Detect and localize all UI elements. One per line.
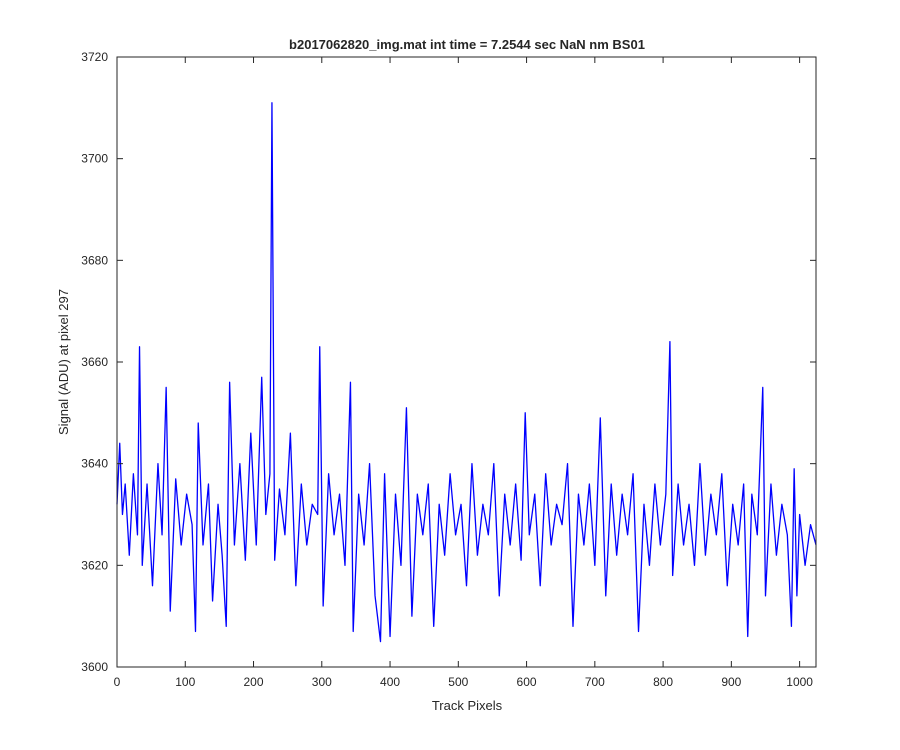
y-axis-label: Signal (ADU) at pixel 297 (56, 289, 71, 435)
x-tick-label: 300 (312, 675, 332, 689)
x-tick-label: 600 (517, 675, 537, 689)
y-tick-label: 3720 (81, 50, 108, 64)
plot-background (117, 57, 816, 667)
y-axis: 3600 3620 3640 3660 3680 3700 3720 (81, 50, 816, 674)
x-tick-label: 200 (244, 675, 264, 689)
y-tick-label: 3680 (81, 253, 108, 267)
x-axis: 0 100 200 300 400 500 600 700 800 900 1000 (114, 57, 813, 689)
y-tick-label: 3640 (81, 457, 108, 471)
y-tick-label: 3600 (81, 660, 108, 674)
x-tick-label: 100 (175, 675, 195, 689)
plot-area (116, 56, 817, 668)
x-tick-label: 800 (653, 675, 673, 689)
x-axis-label: Track Pixels (432, 698, 503, 713)
x-tick-label: 0 (114, 675, 121, 689)
x-tick-label: 500 (448, 675, 468, 689)
x-tick-label: 900 (721, 675, 741, 689)
y-tick-label: 3700 (81, 152, 108, 166)
x-tick-label: 1000 (786, 675, 813, 689)
y-tick-label: 3660 (81, 355, 108, 369)
x-tick-label: 700 (585, 675, 605, 689)
y-tick-label: 3620 (81, 558, 108, 572)
x-tick-label: 400 (380, 675, 400, 689)
chart-title: b2017062820_img.mat int time = 7.2544 se… (289, 37, 645, 52)
series-line-0 (116, 102, 817, 643)
